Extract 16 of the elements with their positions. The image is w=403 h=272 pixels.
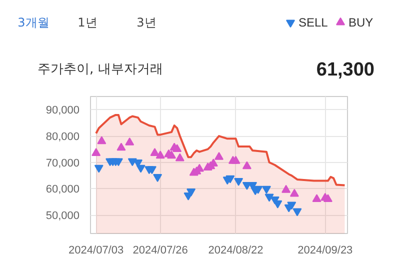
text: 61,300 <box>316 60 375 80</box>
y-tick-label: 70,000 <box>46 157 80 170</box>
legend-label: SELL <box>298 16 328 30</box>
y-tick-label: 60,000 <box>46 184 80 196</box>
text: 1년 <box>78 16 98 30</box>
y-tick-label: 50,000 <box>46 210 80 222</box>
text: 3개월 <box>18 16 50 30</box>
y-tick-label: 80,000 <box>46 131 80 144</box>
x-tick-label: 2024/08/22 <box>208 244 264 256</box>
x-tick-label: 2024/07/03 <box>68 244 124 256</box>
x-tick-label: 2024/07/26 <box>132 244 188 256</box>
text: 3년 <box>136 16 156 30</box>
y-tick-label: 90,000 <box>46 104 80 117</box>
chart-title: 주가추이, 내부자거래 <box>38 62 163 77</box>
legend-label: BUY <box>348 16 374 30</box>
x-tick-label: 2024/09/23 <box>298 244 353 256</box>
